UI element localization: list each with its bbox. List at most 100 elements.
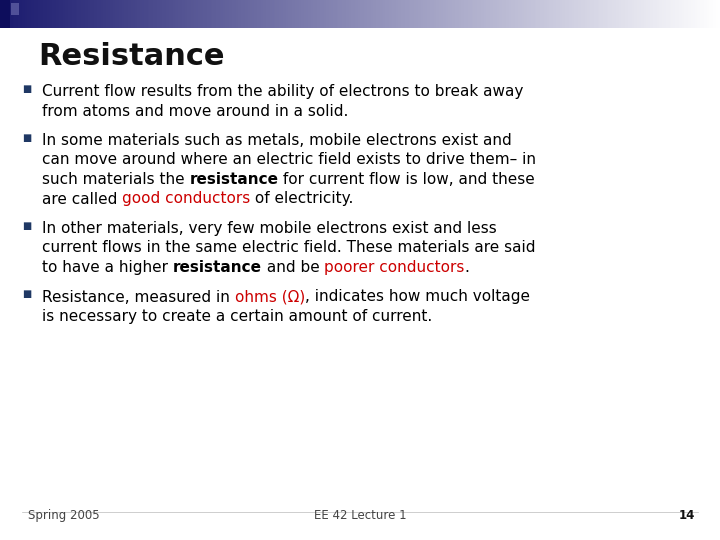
Bar	[495, 0, 498, 28]
Bar	[16, 0, 19, 28]
Bar	[416, 0, 418, 28]
Bar	[432, 0, 434, 28]
Bar	[215, 0, 217, 28]
Bar	[497, 0, 499, 28]
Bar	[504, 0, 506, 28]
Bar	[690, 0, 692, 28]
Bar	[364, 0, 366, 28]
Bar	[207, 0, 210, 28]
Bar	[423, 0, 426, 28]
Bar	[227, 0, 229, 28]
Bar	[356, 0, 359, 28]
Bar	[472, 0, 474, 28]
Bar	[162, 0, 164, 28]
Bar	[613, 0, 616, 28]
Bar	[189, 0, 192, 28]
Bar	[40, 0, 42, 28]
Bar	[142, 0, 145, 28]
Bar	[179, 0, 181, 28]
Bar	[102, 0, 105, 28]
Bar	[205, 0, 207, 28]
Bar	[522, 0, 524, 28]
Bar	[698, 0, 701, 28]
Bar	[133, 0, 135, 28]
Bar	[701, 0, 703, 28]
Bar	[225, 0, 228, 28]
Bar	[283, 0, 285, 28]
Bar	[359, 0, 361, 28]
Bar	[173, 0, 175, 28]
Bar	[193, 0, 195, 28]
Bar	[683, 0, 685, 28]
Bar	[160, 0, 163, 28]
Bar	[419, 0, 422, 28]
Bar	[338, 0, 341, 28]
Bar	[119, 0, 121, 28]
Bar	[186, 0, 188, 28]
Bar	[92, 0, 94, 28]
Bar	[279, 0, 282, 28]
Bar	[599, 0, 602, 28]
Bar	[333, 0, 336, 28]
Bar	[513, 0, 516, 28]
Bar	[459, 0, 462, 28]
Bar	[63, 0, 66, 28]
Bar	[313, 0, 315, 28]
Bar	[351, 0, 354, 28]
Text: to have a higher: to have a higher	[42, 260, 173, 275]
Bar	[533, 0, 535, 28]
Text: resistance: resistance	[189, 172, 279, 187]
Bar	[383, 0, 386, 28]
Bar	[311, 0, 314, 28]
Bar	[659, 0, 661, 28]
Bar	[216, 0, 218, 28]
Bar	[474, 0, 476, 28]
Bar	[382, 0, 384, 28]
Bar	[508, 0, 510, 28]
Bar	[470, 0, 472, 28]
Bar	[608, 0, 611, 28]
Bar	[539, 0, 541, 28]
Bar	[232, 0, 235, 28]
Bar	[355, 0, 357, 28]
Bar	[510, 0, 512, 28]
Bar	[531, 0, 534, 28]
Bar	[202, 0, 204, 28]
Bar	[714, 0, 717, 28]
Bar	[137, 0, 139, 28]
Bar	[713, 0, 715, 28]
Bar	[649, 0, 652, 28]
Bar	[263, 0, 265, 28]
Bar	[387, 0, 390, 28]
Bar	[145, 0, 148, 28]
Bar	[587, 0, 589, 28]
Bar	[412, 0, 415, 28]
Bar	[254, 0, 256, 28]
Bar	[643, 0, 645, 28]
Bar	[301, 0, 303, 28]
Bar	[349, 0, 351, 28]
Bar	[246, 0, 249, 28]
Bar	[436, 0, 438, 28]
Bar	[540, 0, 542, 28]
Bar	[679, 0, 681, 28]
Bar	[187, 0, 189, 28]
Text: such materials the: such materials the	[42, 172, 189, 187]
Bar	[654, 0, 656, 28]
Bar	[433, 0, 436, 28]
Bar	[402, 0, 404, 28]
Bar	[652, 0, 654, 28]
Bar	[353, 0, 355, 28]
Bar	[612, 0, 614, 28]
Bar	[289, 0, 292, 28]
Text: Resistance: Resistance	[38, 42, 225, 71]
Bar	[463, 0, 465, 28]
Bar	[252, 0, 254, 28]
Bar	[626, 0, 629, 28]
Bar	[268, 0, 271, 28]
Bar	[685, 0, 688, 28]
Bar	[553, 0, 555, 28]
Bar	[236, 0, 238, 28]
Bar	[400, 0, 402, 28]
Bar	[32, 0, 35, 28]
